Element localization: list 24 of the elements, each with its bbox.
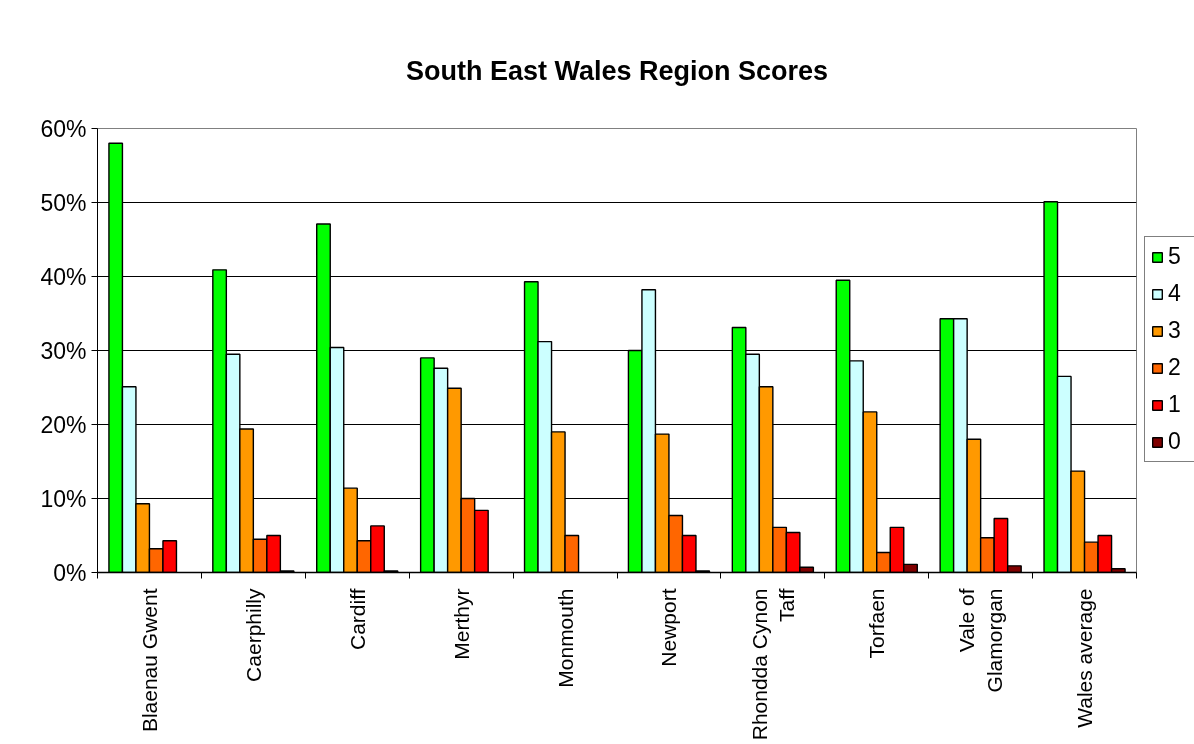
x-tick-label: Cardiff bbox=[345, 588, 369, 650]
y-tick-label: 50% bbox=[40, 189, 87, 216]
legend-label: 1 bbox=[1168, 391, 1182, 418]
x-tick-label: Wales average bbox=[1073, 588, 1097, 728]
legend-label: 3 bbox=[1168, 317, 1182, 344]
x-tick-label: Blaenau Gwent bbox=[137, 588, 161, 733]
x-tick-label: Newport bbox=[657, 588, 681, 667]
x-tick-label: Rhondda Cynon Taff bbox=[747, 588, 799, 741]
y-tick-label: 30% bbox=[40, 337, 87, 364]
y-tick-label: 60% bbox=[40, 115, 87, 142]
x-tick-label: Caerphilly bbox=[241, 588, 265, 682]
x-tick-label: Torfaen bbox=[865, 588, 889, 659]
chart-title: South East Wales Region Scores bbox=[405, 55, 829, 86]
legend-label: 2 bbox=[1168, 354, 1182, 381]
legend-label: 5 bbox=[1168, 243, 1182, 270]
x-tick-label: Merthyr bbox=[449, 588, 473, 660]
y-tick-label: 10% bbox=[40, 485, 87, 512]
y-tick-label: 20% bbox=[40, 411, 87, 438]
x-tick-label: Monmouth bbox=[553, 588, 577, 688]
legend-label: 0 bbox=[1168, 428, 1182, 455]
y-tick-label: 40% bbox=[40, 263, 87, 290]
x-tick-label: Vale of Glamorgan bbox=[955, 588, 1006, 693]
legend-label: 4 bbox=[1168, 280, 1182, 307]
y-tick-label: 0% bbox=[53, 559, 87, 586]
